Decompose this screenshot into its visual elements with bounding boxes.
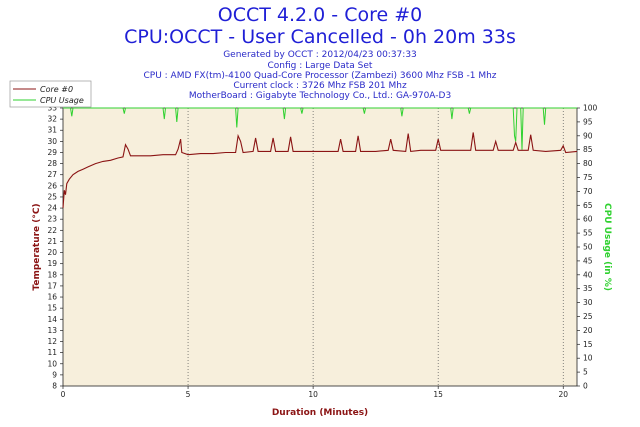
y-right-tick-label: 70 — [583, 187, 593, 196]
y-right-tick-label: 100 — [583, 104, 598, 113]
y-right-tick-label: 95 — [583, 117, 593, 126]
y-right-tick-label: 15 — [583, 340, 593, 349]
y-left-tick-label: 29 — [47, 148, 57, 157]
axis-ticks: 0 5 10 15 20 8 9 10 11 12 13 14 15 16 17 18 19 20 21 22 23 24… — [47, 104, 597, 400]
y-right-tick-label: 85 — [583, 145, 593, 154]
y-right-tick-label: 75 — [583, 173, 593, 182]
temperature-series — [62, 132, 578, 209]
cpu-usage-series — [63, 107, 577, 150]
y-right-tick-label: 65 — [583, 201, 593, 210]
y-left-tick-label: 12 — [47, 337, 57, 346]
y-right-tick-label: 50 — [583, 243, 593, 252]
y-left-tick-label: 19 — [47, 259, 57, 268]
y-axis-right-label: CPU Usage (in %) — [602, 203, 612, 291]
y-right-tick-label: 0 — [583, 382, 588, 391]
y-left-tick-label: 15 — [47, 304, 57, 313]
x-tick-label: 0 — [61, 390, 66, 399]
y-right-tick-label: 10 — [583, 354, 593, 363]
legend: Core #0 CPU Usage — [9, 80, 92, 108]
y-left-tick-label: 26 — [47, 181, 57, 190]
y-left-tick-label: 31 — [47, 126, 57, 135]
legend-label-core0: Core #0 — [40, 85, 73, 94]
y-left-tick-label: 22 — [47, 226, 57, 235]
y-left-tick-label: 33 — [47, 104, 57, 113]
legend-box — [9, 80, 92, 108]
y-right-tick-label: 90 — [583, 131, 593, 140]
y-left-tick-label: 10 — [47, 359, 57, 368]
y-left-tick-label: 9 — [52, 370, 57, 379]
y-left-tick-label: 20 — [47, 248, 57, 257]
info-cpu: CPU : AMD FX(tm)-4100 Quad-Core Processo… — [143, 71, 496, 81]
y-axis-left-label: Temperature (°C) — [32, 203, 42, 290]
grid-lines — [187, 108, 564, 386]
y-left-tick-label: 28 — [47, 159, 57, 168]
y-left-tick-label: 16 — [47, 293, 57, 302]
y-left-tick-label: 18 — [47, 270, 57, 279]
y-left-tick-label: 30 — [47, 137, 57, 146]
info-clock: Current clock : 3726 Mhz FSB 201 Mhz — [233, 81, 407, 91]
y-left-tick-label: 13 — [47, 326, 57, 335]
y-right-tick-label: 20 — [583, 326, 593, 335]
y-left-tick-label: 24 — [47, 204, 57, 213]
y-left-tick-label: 21 — [47, 237, 57, 246]
x-axis-label: Duration (Minutes) — [272, 408, 368, 418]
info-motherboard: MotherBoard : Gigabyte Technology Co., L… — [189, 91, 451, 101]
y-left-tick-label: 11 — [47, 348, 57, 357]
y-right-tick-label: 25 — [583, 312, 593, 321]
x-tick-label: 10 — [308, 390, 318, 399]
y-right-tick-label: 5 — [583, 368, 588, 377]
info-generated: Generated by OCCT : 2012/04/23 00:37:33 — [223, 50, 417, 60]
legend-label-cpu-usage: CPU Usage — [40, 96, 84, 105]
y-left-tick-label: 8 — [52, 382, 57, 391]
y-left-tick-label: 14 — [47, 315, 57, 324]
plot-area — [62, 107, 578, 387]
y-left-tick-label: 25 — [47, 192, 57, 201]
y-right-tick-label: 55 — [583, 229, 593, 238]
y-left-tick-label: 17 — [47, 281, 57, 290]
y-right-tick-label: 80 — [583, 159, 593, 168]
y-right-tick-label: 30 — [583, 298, 593, 307]
y-right-tick-label: 60 — [583, 215, 593, 224]
chart-subtitle: CPU:OCCT - User Cancelled - 0h 20m 33s — [124, 26, 516, 48]
x-tick-label: 20 — [558, 390, 568, 399]
x-tick-label: 5 — [186, 390, 191, 399]
y-right-tick-label: 45 — [583, 256, 593, 265]
y-left-tick-label: 32 — [47, 115, 57, 124]
chart-title: OCCT 4.2.0 - Core #0 — [218, 4, 422, 26]
info-config: Config : Large Data Set — [268, 61, 373, 71]
y-right-tick-label: 35 — [583, 284, 593, 293]
core0-temperature-line — [62, 132, 578, 209]
cpu-usage-line — [63, 107, 577, 150]
x-tick-label: 15 — [433, 390, 443, 399]
y-left-tick-label: 27 — [47, 170, 57, 179]
y-left-tick-label: 23 — [47, 215, 57, 224]
y-right-tick-label: 40 — [583, 270, 593, 279]
